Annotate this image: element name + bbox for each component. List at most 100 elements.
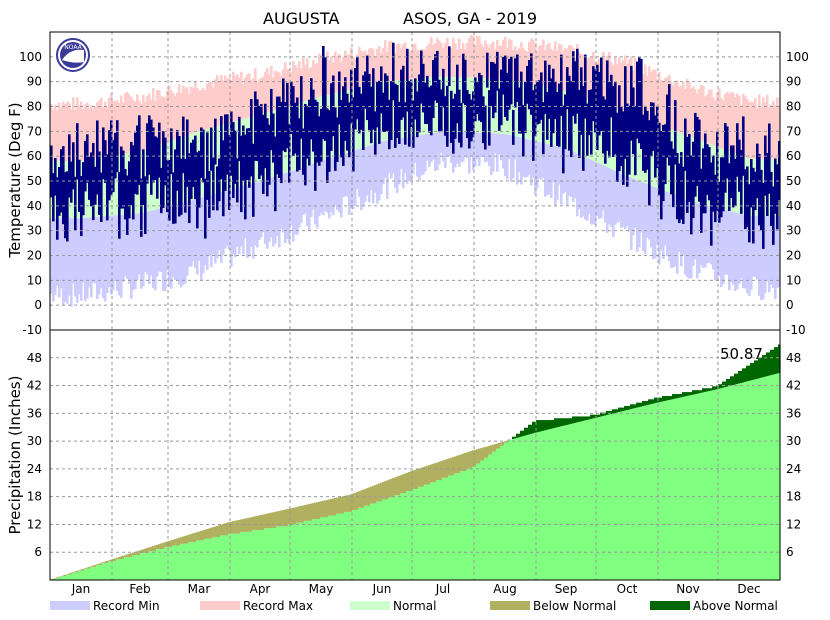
observed-temp-bar — [152, 127, 155, 183]
record-min-bar — [422, 134, 425, 175]
precip-above-normal-bar — [728, 378, 731, 387]
precip-below-normal-bar — [74, 571, 77, 573]
record-min-bar — [96, 216, 99, 300]
record-min-bar — [698, 203, 701, 274]
precip-below-normal-bar — [498, 442, 501, 449]
observed-temp-bar — [106, 154, 109, 221]
precip-observed-bar — [200, 540, 203, 580]
month-tick-label: Aug — [493, 582, 516, 596]
record-max-bar — [628, 59, 631, 115]
record-max-bar — [478, 36, 481, 79]
observed-temp-bar — [468, 94, 471, 149]
record-max-bar — [520, 42, 523, 83]
precip-normal-bar — [524, 435, 527, 580]
record-max-bar — [228, 77, 231, 123]
precip-observed-bar — [204, 538, 207, 580]
observed-temp-bar — [616, 112, 619, 182]
precip-normal-bar — [608, 414, 611, 580]
record-max-bar — [378, 45, 381, 83]
precip-below-normal-bar — [182, 536, 185, 544]
precip-observed-bar — [310, 520, 313, 580]
record-max-bar — [772, 100, 775, 159]
precip-below-normal-bar — [334, 498, 337, 516]
record-max-bar — [220, 74, 223, 126]
precip-observed-bar — [90, 566, 93, 580]
precip-observed-bar — [280, 526, 283, 580]
record-min-bar — [430, 133, 433, 163]
legend-swatch — [650, 601, 690, 610]
record-min-bar — [650, 185, 653, 248]
precip-above-normal-bar — [648, 399, 651, 405]
record-max-bar — [492, 41, 495, 79]
observed-temp-bar — [280, 101, 283, 184]
record-max-bar — [672, 85, 675, 131]
precip-above-normal-bar — [764, 355, 767, 377]
record-min-bar — [268, 178, 271, 242]
precip-below-normal-bar — [320, 501, 323, 518]
observed-temp-bar — [410, 79, 413, 127]
observed-temp-bar — [352, 97, 355, 172]
precip-below-normal-bar — [206, 529, 209, 539]
precip-below-normal-bar — [388, 479, 391, 498]
precip-below-normal-bar — [58, 576, 61, 579]
precip-below-normal-bar — [130, 553, 133, 558]
precip-normal-bar — [766, 376, 769, 580]
record-max-bar — [648, 66, 651, 122]
observed-temp-bar — [322, 46, 325, 140]
precip-observed-bar — [460, 471, 463, 580]
record-max-bar — [186, 87, 189, 136]
precip-below-normal-bar — [96, 564, 99, 565]
record-max-bar — [144, 101, 147, 150]
record-min-bar — [522, 138, 525, 177]
record-min-bar — [84, 217, 87, 302]
observed-temp-bar — [338, 71, 341, 125]
record-min-bar — [250, 183, 253, 247]
precip-below-normal-bar — [68, 573, 71, 575]
observed-temp-bar — [660, 131, 663, 220]
record-max-bar — [364, 50, 367, 86]
precip-observed-bar — [400, 493, 403, 580]
record-max-bar — [90, 104, 93, 160]
precip-below-normal-bar — [128, 553, 131, 558]
observed-temp-bar — [760, 169, 763, 231]
precip-below-normal-bar — [94, 564, 97, 567]
record-min-bar — [474, 132, 477, 167]
record-min-bar — [260, 181, 263, 238]
record-max-bar — [732, 93, 735, 153]
temp-tick-left: -10 — [22, 323, 42, 337]
precip-observed-bar — [116, 559, 119, 580]
observed-temp-bar — [54, 158, 57, 196]
precip-below-normal-bar — [294, 507, 297, 525]
record-min-bar — [234, 188, 237, 258]
precip-above-normal-bar — [606, 410, 609, 416]
precip-below-normal-bar — [220, 524, 223, 536]
observed-temp-bar — [556, 92, 559, 147]
record-max-bar — [122, 102, 125, 155]
observed-temp-bar — [112, 140, 115, 193]
precip-above-normal-bar — [554, 418, 557, 428]
precip-observed-bar — [146, 553, 149, 580]
normal-bar — [666, 128, 669, 193]
record-max-bar — [390, 41, 393, 82]
record-max-bar — [126, 91, 129, 154]
precip-below-normal-bar — [496, 443, 499, 449]
precip-observed-bar — [466, 468, 469, 580]
precip-observed-bar — [236, 533, 239, 580]
record-min-bar — [494, 133, 497, 154]
record-min-bar — [552, 145, 555, 183]
precip-observed-bar — [270, 528, 273, 580]
record-max-bar — [474, 44, 477, 78]
observed-temp-bar — [344, 77, 347, 141]
temp-tick-left: 90 — [27, 75, 42, 89]
record-min-bar — [354, 150, 357, 206]
normal-bar — [392, 80, 395, 140]
record-min-bar — [586, 157, 589, 221]
precip-below-normal-bar — [394, 477, 397, 496]
observed-temp-bar — [576, 48, 579, 114]
record-max-bar — [402, 43, 405, 81]
record-max-bar — [370, 48, 373, 85]
record-min-bar — [88, 217, 91, 288]
observed-temp-bar — [456, 64, 459, 124]
precip-observed-bar — [358, 507, 361, 580]
record-min-bar — [344, 153, 347, 197]
